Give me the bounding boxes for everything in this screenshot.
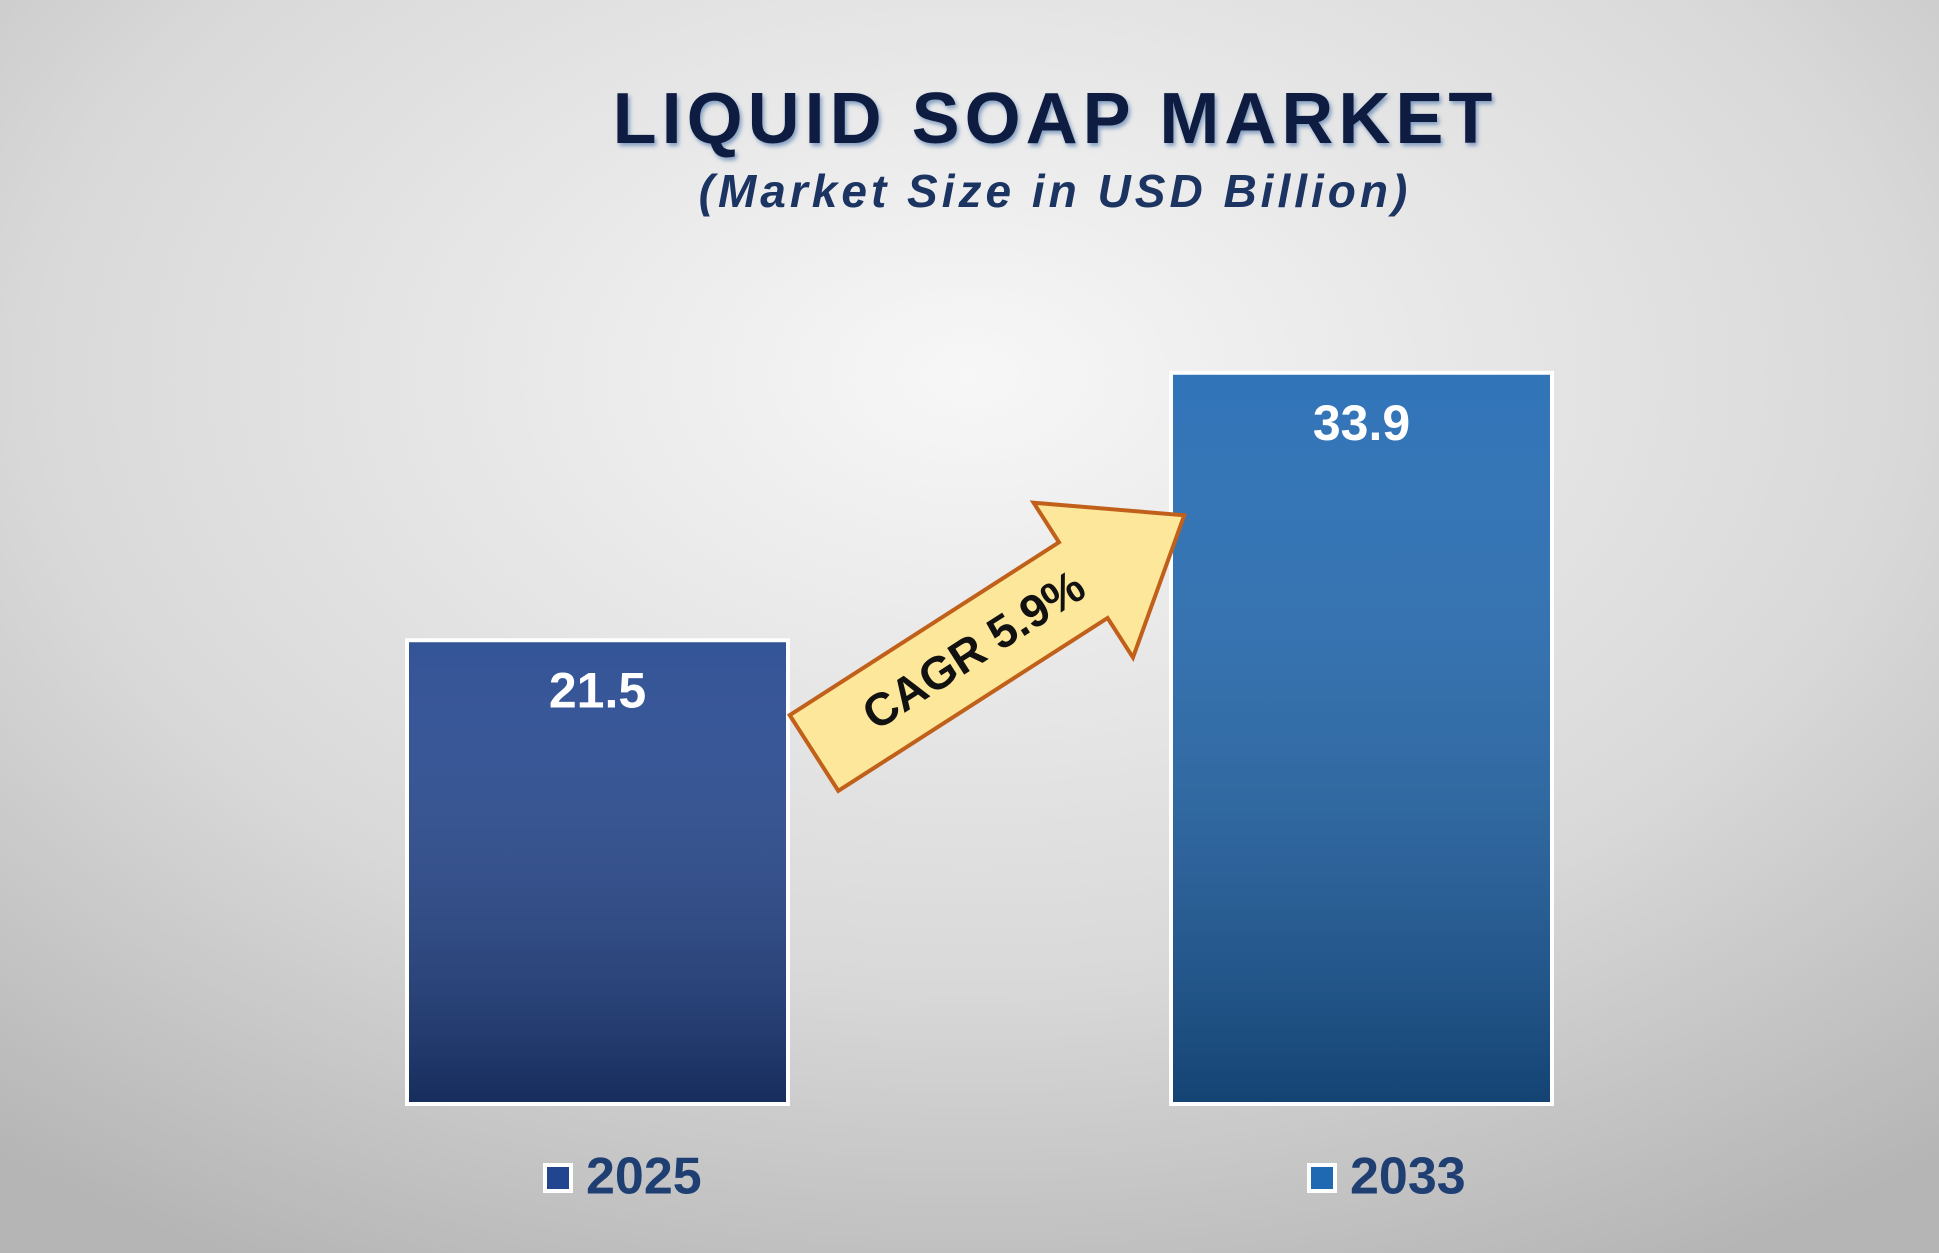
arrow-shape	[786, 500, 1188, 794]
legend-swatch	[1307, 1163, 1337, 1193]
value-label: 33.9	[1313, 395, 1410, 451]
legend-label: 2033	[1350, 1148, 1466, 1206]
value-label: 21.5	[549, 662, 646, 718]
chart-title: LIQUID SOAP MARKET	[613, 79, 1498, 159]
bar-shade	[1173, 374, 1550, 1103]
legend-swatch	[543, 1163, 573, 1193]
bar-shade	[409, 642, 786, 1102]
legend-label: 2025	[586, 1148, 702, 1206]
chart-subtitle: (Market Size in USD Billion)	[699, 165, 1412, 217]
